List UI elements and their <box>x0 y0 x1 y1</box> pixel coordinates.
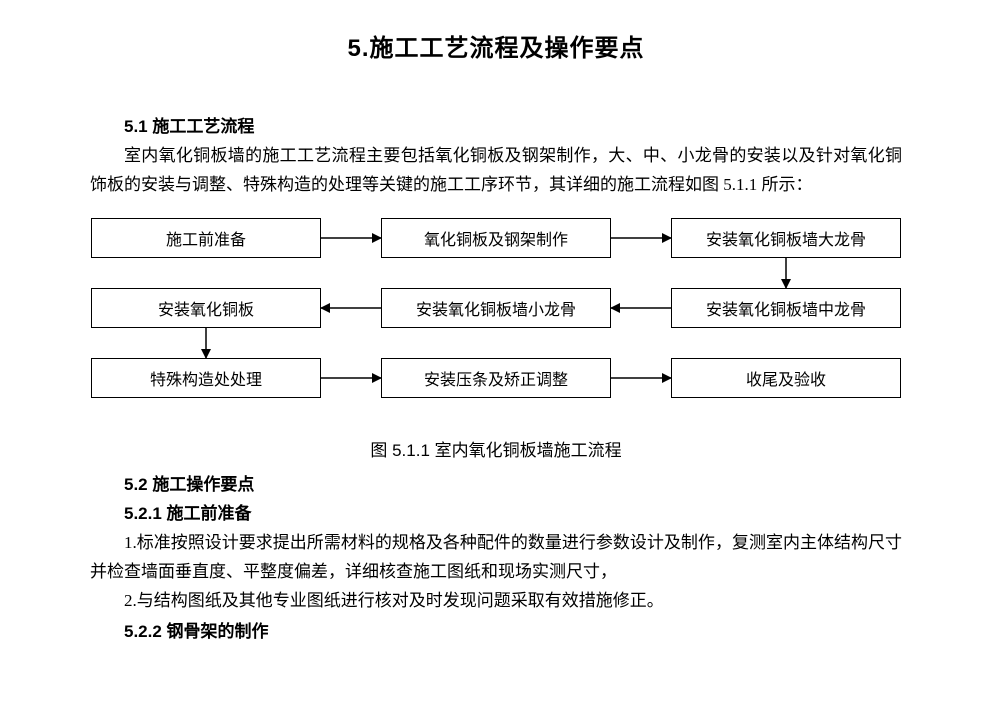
section-5-2-heading: 5.2 施工操作要点 <box>90 471 902 498</box>
section-5-2-1-item-1: 1.标准按照设计要求提出所需材料的规格及各种配件的数量进行参数设计及制作，复测室… <box>90 529 902 587</box>
document-page: 5.施工工艺流程及操作要点 5.1 施工工艺流程 室内氧化铜板墙的施工工艺流程主… <box>0 0 992 728</box>
flow-node-n5: 安装氧化铜板墙小龙骨 <box>381 288 611 328</box>
flow-node-n6: 安装氧化铜板 <box>91 288 321 328</box>
section-5-1-heading: 5.1 施工工艺流程 <box>90 113 902 140</box>
flow-node-n3: 安装氧化铜板墙大龙骨 <box>671 218 901 258</box>
flow-node-n2: 氧化铜板及钢架制作 <box>381 218 611 258</box>
flow-node-n1: 施工前准备 <box>91 218 321 258</box>
section-5-2-1-item-2: 2.与结构图纸及其他专业图纸进行核对及时发现问题采取有效措施修正。 <box>90 587 902 616</box>
flow-node-n7: 特殊构造处处理 <box>91 358 321 398</box>
flow-node-n4: 安装氧化铜板墙中龙骨 <box>671 288 901 328</box>
section-5-2-1-heading: 5.2.1 施工前准备 <box>90 500 902 527</box>
flow-node-n9: 收尾及验收 <box>671 358 901 398</box>
chapter-title: 5.施工工艺流程及操作要点 <box>90 28 902 63</box>
section-5-2-2-heading: 5.2.2 钢骨架的制作 <box>90 618 902 645</box>
process-flowchart: 施工前准备 氧化铜板及钢架制作 安装氧化铜板墙大龙骨安装氧化铜板墙中龙骨 安装氧化铜板… <box>91 218 901 428</box>
figure-5-1-1-caption: 图 5.1.1 室内氧化铜板墙施工流程 <box>90 436 902 461</box>
flow-node-n8: 安装压条及矫正调整 <box>381 358 611 398</box>
section-5-1-paragraph: 室内氧化铜板墙的施工工艺流程主要包括氧化铜板及钢架制作，大、中、小龙骨的安装以及… <box>90 142 902 200</box>
